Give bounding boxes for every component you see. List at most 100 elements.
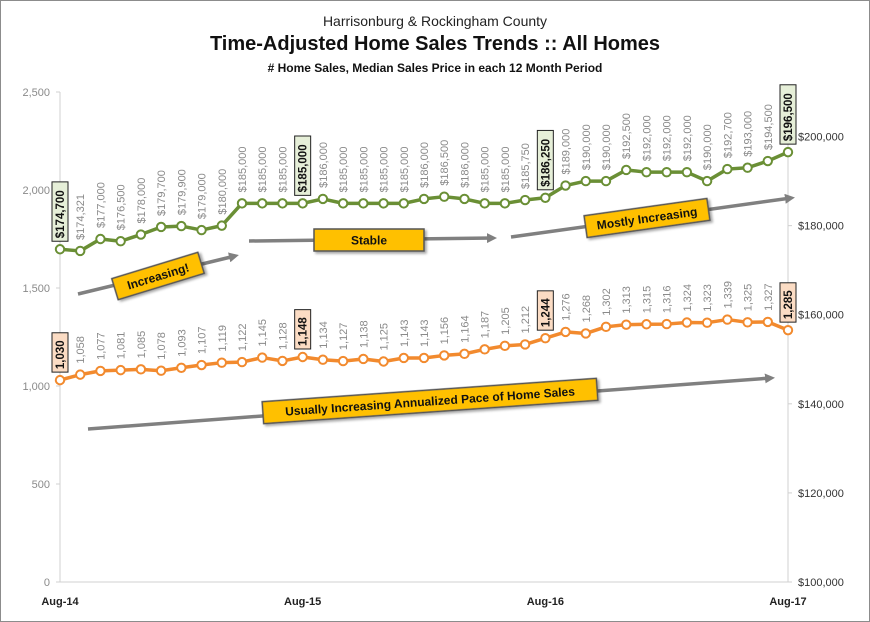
sales-data-label: 1,145	[257, 319, 269, 347]
price-data-label: $179,000	[197, 173, 209, 219]
price-data-label: $185,000	[358, 146, 370, 192]
sales-data-label: 1,339	[722, 281, 734, 309]
annotation-callout: Stable	[313, 228, 425, 252]
price-data-label: $185,000	[257, 146, 269, 192]
price-data-point	[378, 198, 389, 209]
price-data-label: $189,000	[561, 129, 573, 175]
price-data-point	[257, 198, 268, 209]
price-data-point	[479, 198, 490, 209]
sales-data-label: 1,313	[621, 286, 633, 314]
sales-data-point	[701, 317, 713, 328]
data-label-text: 1,119	[217, 325, 229, 352]
sales-data-label: 1,081	[116, 332, 128, 360]
price-data-point	[196, 224, 207, 236]
data-label-text: $180,000	[217, 169, 229, 215]
price-data-label: $186,000	[459, 142, 471, 188]
data-label-text: $193,000	[743, 111, 755, 157]
sales-data-point	[540, 332, 551, 344]
data-label-text: 1,156	[439, 317, 451, 345]
data-label-text: 1,145	[257, 319, 269, 347]
price-data-point	[661, 166, 672, 178]
price-data-label: $185,000	[294, 135, 312, 196]
data-label-text: 1,205	[500, 307, 512, 335]
data-label-text: $179,900	[176, 169, 188, 215]
right-axis-tick-label: $160,000	[798, 310, 844, 322]
sales-data-point	[782, 324, 794, 336]
data-labels-group: $174,700 $174,321 $177,000 $176,500 $178,000…	[51, 84, 797, 373]
sales-data-label: 1,315	[641, 286, 653, 314]
data-label-text: 1,138	[358, 320, 370, 348]
price-data-point	[277, 198, 288, 209]
left-axis-tick-label: 1,500	[22, 283, 50, 295]
data-label-text: $185,000	[480, 146, 492, 192]
data-label-text: 1,164	[459, 315, 471, 343]
price-data-point	[176, 220, 187, 232]
price-data-point	[398, 198, 409, 209]
sales-data-point	[560, 326, 571, 338]
data-label-text: 1,324	[682, 284, 694, 312]
sales-data-point	[155, 365, 167, 376]
price-data-point	[135, 229, 147, 240]
right-axis-tick-label: $100,000	[798, 577, 844, 589]
price-data-point	[762, 155, 773, 167]
price-data-label: $194,500	[763, 104, 775, 150]
price-data-label: $179,700	[156, 170, 168, 216]
price-data-point	[459, 193, 470, 205]
sales-data-point	[54, 374, 66, 386]
data-label-text: $185,000	[237, 146, 249, 192]
annotation-text: Stable	[351, 234, 387, 248]
data-label-text: 1,081	[116, 332, 128, 360]
price-data-label: $190,000	[702, 124, 714, 170]
data-label-text: 1,325	[743, 284, 755, 312]
data-label-text: $178,000	[136, 178, 148, 224]
data-label-text: $176,500	[116, 184, 128, 230]
x-axis-tick-label: Aug-14	[41, 596, 79, 608]
data-label-text: $174,321	[75, 194, 87, 240]
sales-data-label: 1,276	[561, 293, 573, 321]
data-label-text: $192,000	[662, 115, 674, 161]
sales-data-label: 1,212	[520, 306, 532, 334]
price-data-point	[297, 198, 308, 209]
data-label-text: $185,000	[338, 146, 350, 192]
sales-data-point	[75, 369, 86, 380]
data-label-callout-box	[51, 332, 69, 373]
sales-data-point	[519, 339, 531, 350]
price-data-point	[499, 198, 511, 209]
sales-data-label: 1,058	[75, 336, 87, 364]
sales-data-label: 1,325	[743, 284, 755, 312]
data-label-text: 1,285	[783, 290, 795, 319]
price-data-point	[621, 164, 632, 176]
price-data-label: $174,321	[75, 194, 87, 240]
sales-data-label: 1,302	[601, 288, 613, 316]
annotation-callout: Mostly Increasing	[583, 197, 711, 239]
data-label-text: $190,000	[581, 124, 593, 170]
price-data-point	[560, 180, 571, 191]
price-data-label: $192,000	[682, 115, 694, 161]
data-label-text: 1,315	[641, 286, 653, 314]
data-label-text: $185,750	[520, 143, 532, 189]
sales-data-point	[95, 365, 106, 377]
sales-data-point	[722, 314, 733, 325]
price-data-label: $192,700	[722, 112, 734, 158]
left-axis-tick-label: 2,500	[22, 87, 50, 99]
annotation-box	[261, 377, 599, 425]
annotation-box	[583, 197, 711, 239]
sales-data-point	[600, 321, 612, 333]
sales-data-label: 1,324	[682, 284, 694, 312]
sales-data-label: 1,244	[536, 290, 554, 331]
price-data-label: $180,000	[217, 169, 229, 215]
price-data-label: $185,000	[379, 146, 391, 192]
data-label-text: $186,000	[459, 142, 471, 188]
data-label-text: $177,000	[95, 182, 107, 228]
data-label-text: $186,250	[540, 139, 552, 187]
data-label-text: $185,000	[277, 146, 289, 192]
sales-data-point	[418, 352, 430, 364]
left-axis-tick-label: 0	[44, 577, 50, 589]
sales-data-point	[257, 352, 268, 363]
price-data-label: $186,250	[536, 129, 554, 191]
data-label-text: $194,500	[763, 104, 775, 150]
data-label-text: $185,000	[379, 146, 391, 192]
data-label-text: 1,127	[338, 323, 350, 351]
data-label-text: $186,000	[419, 142, 431, 188]
data-label-text: 1,107	[197, 326, 209, 354]
